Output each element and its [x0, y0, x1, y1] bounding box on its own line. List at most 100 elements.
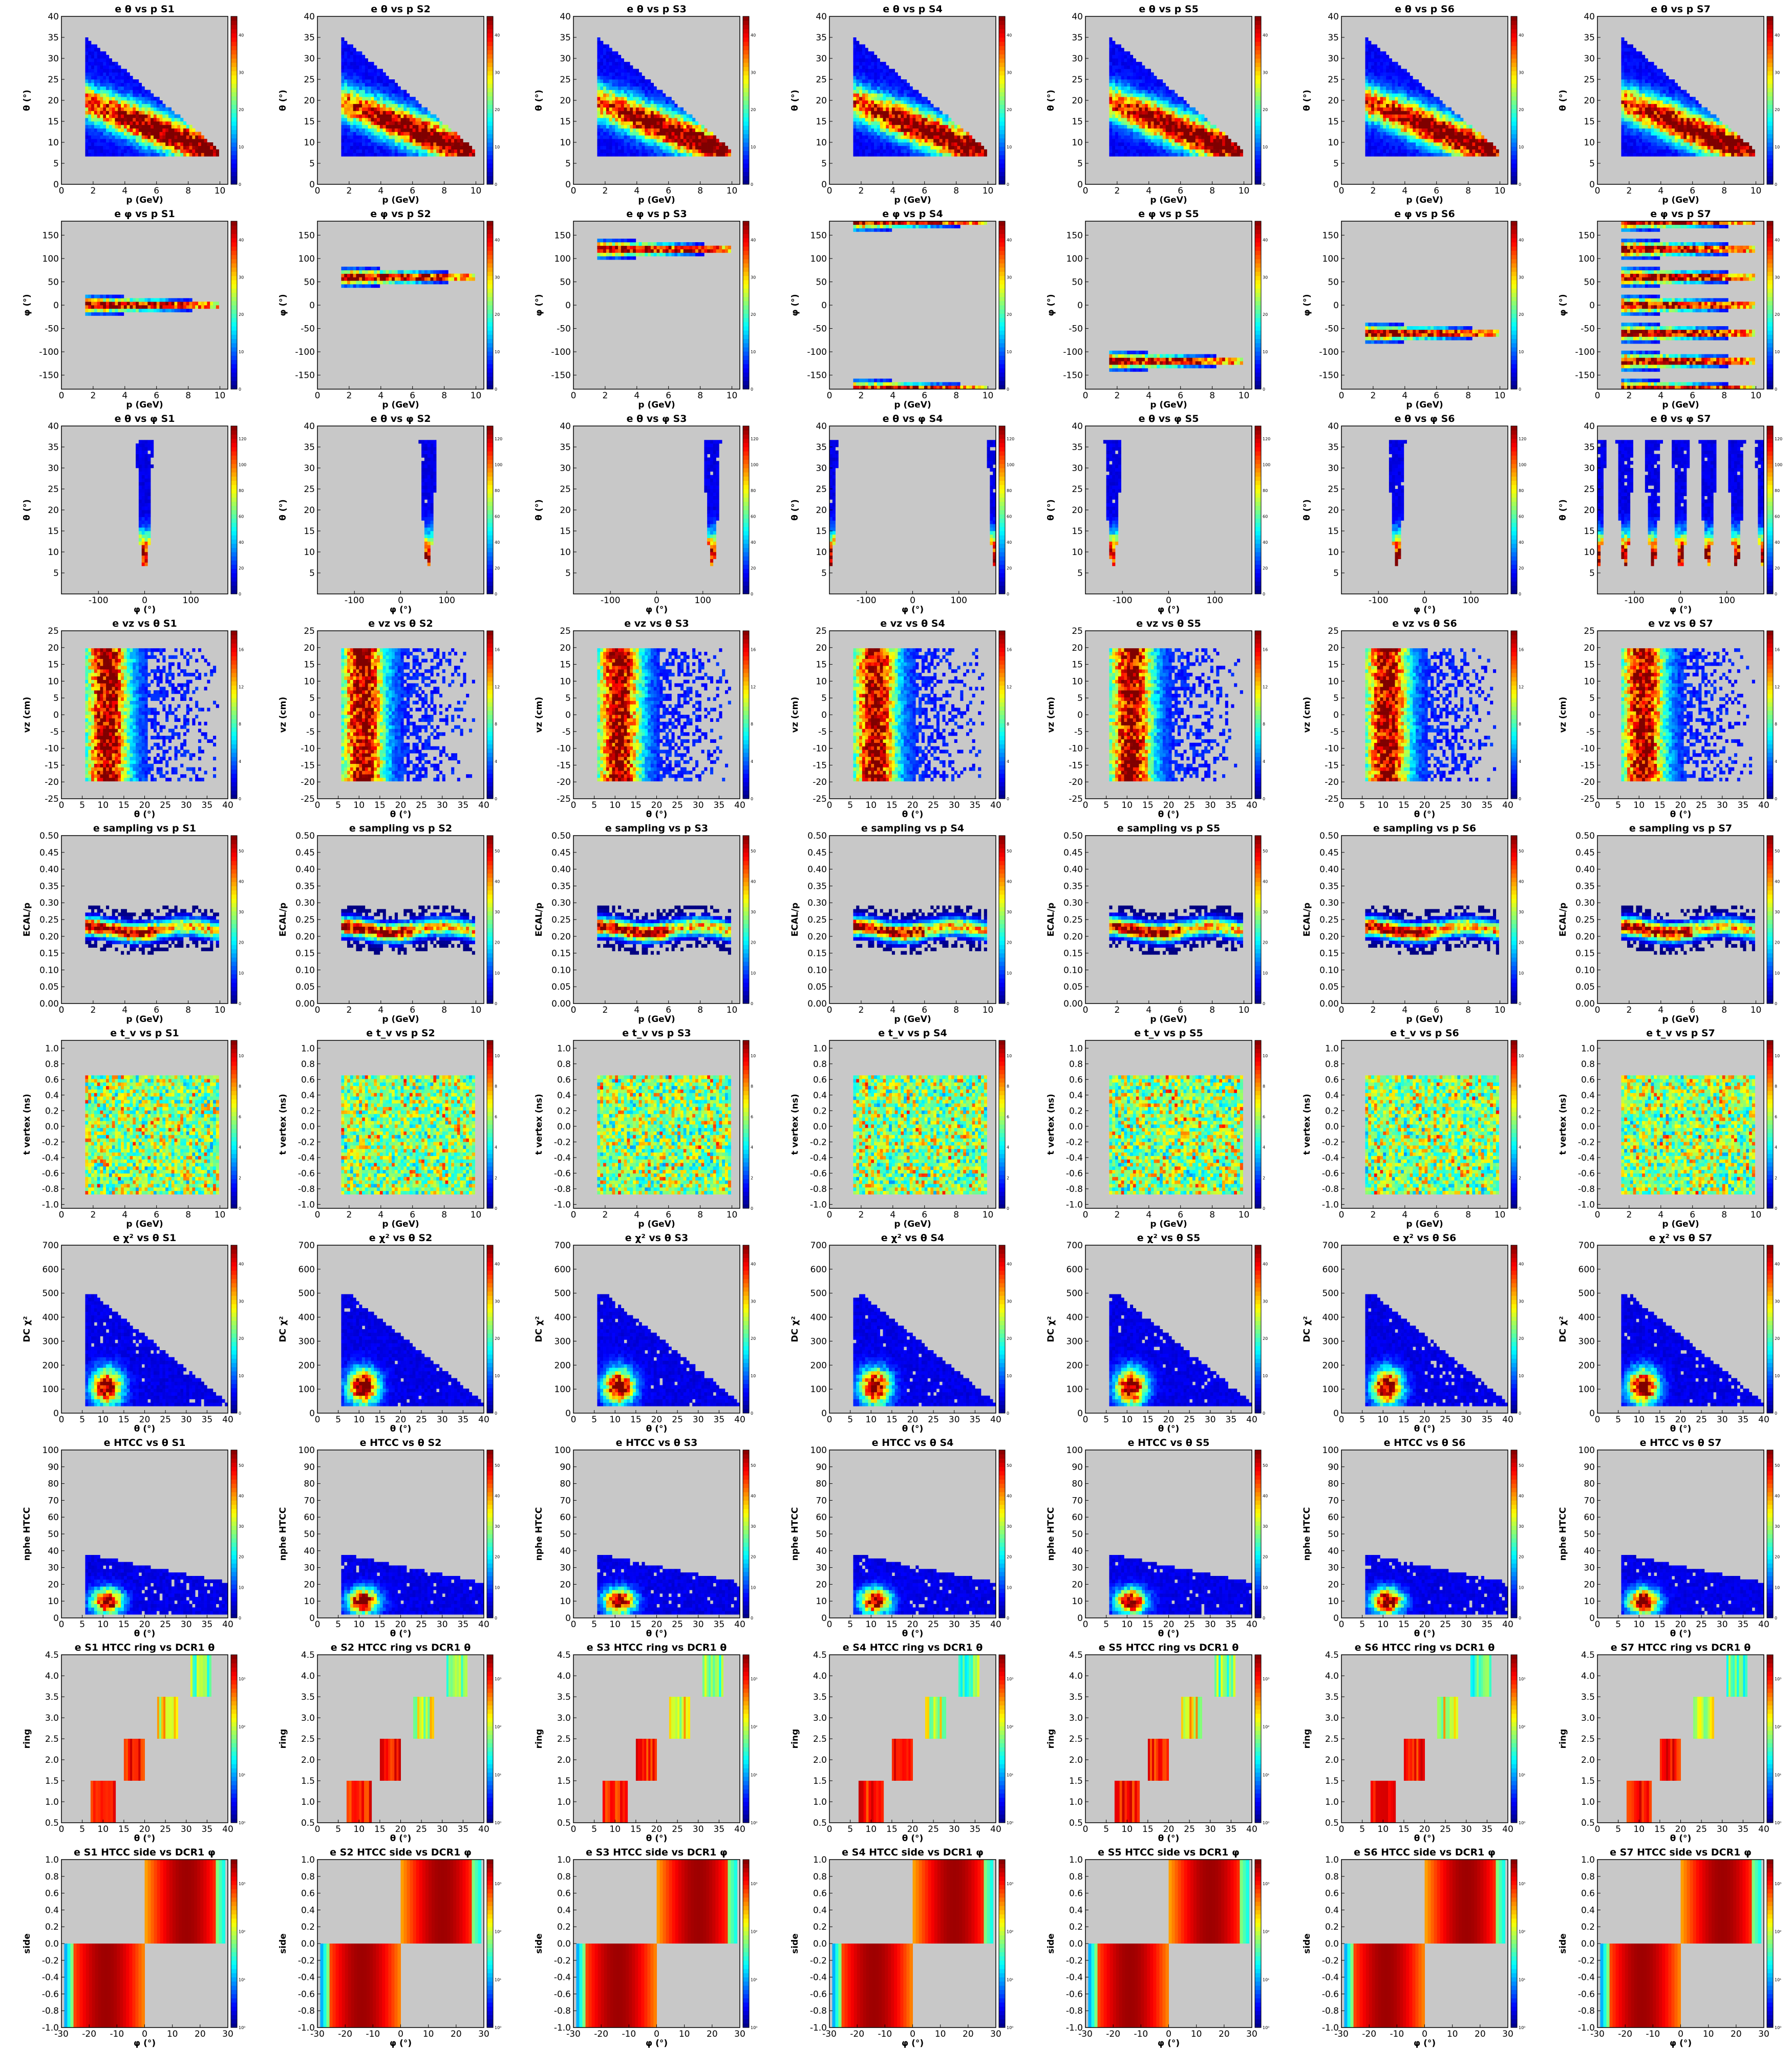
- heatmap-bin: [606, 90, 609, 94]
- heatmap-bin: [1142, 82, 1145, 87]
- heatmap-bin: [904, 132, 907, 136]
- heatmap-bin: [933, 135, 937, 139]
- heatmap-bin: [874, 65, 878, 69]
- heatmap-bin: [1386, 107, 1390, 111]
- heatmap-bin: [1175, 111, 1178, 115]
- heatmap-bin: [371, 142, 374, 146]
- heatmap-bin: [356, 128, 359, 132]
- heatmap-bin: [615, 111, 618, 115]
- heatmap-bin: [1130, 124, 1134, 129]
- heatmap-bin: [397, 124, 401, 129]
- heatmap-bin: [147, 90, 151, 94]
- heatmap-bin: [674, 114, 678, 118]
- heatmap-bin: [978, 153, 982, 157]
- heatmap-bin: [100, 86, 103, 90]
- heatmap-bin: [603, 44, 607, 48]
- heatmap-bin: [630, 128, 633, 132]
- colorbar-segment: [487, 83, 493, 88]
- heatmap-bin: [427, 121, 431, 125]
- heatmap-bin: [1201, 145, 1205, 150]
- heatmap-bin: [1124, 69, 1127, 73]
- heatmap-bin: [915, 124, 919, 129]
- heatmap-bin: [195, 135, 199, 139]
- panel-title: e θ vs p S1: [115, 4, 175, 15]
- heatmap-bin: [683, 118, 687, 122]
- heatmap-bin: [1371, 132, 1375, 136]
- heatmap-bin: [195, 132, 199, 136]
- heatmap-bin: [341, 118, 345, 122]
- heatmap-bin: [945, 139, 949, 143]
- heatmap-bin: [1130, 58, 1134, 62]
- heatmap-bin: [100, 153, 103, 157]
- heatmap-bin: [1406, 139, 1410, 143]
- heatmap-bin: [635, 153, 639, 157]
- heatmap-bin: [1121, 79, 1124, 83]
- heatmap-bin: [1150, 86, 1154, 90]
- heatmap-bin: [1147, 139, 1151, 143]
- heatmap-bin: [341, 97, 345, 101]
- heatmap-bin: [1389, 135, 1392, 139]
- heatmap-bin: [939, 132, 943, 136]
- heatmap-bin: [1198, 114, 1202, 118]
- heatmap-bin: [359, 76, 362, 80]
- heatmap-bin: [126, 79, 130, 83]
- heatmap-bin: [1219, 142, 1223, 146]
- heatmap-bin: [1392, 114, 1395, 118]
- heatmap-bin: [674, 121, 678, 125]
- heatmap-bin: [350, 142, 353, 146]
- heatmap-bin: [627, 114, 630, 118]
- heatmap-bin: [379, 121, 383, 125]
- heatmap-bin: [1180, 114, 1184, 118]
- heatmap-bin: [674, 139, 678, 143]
- heatmap-bin: [130, 82, 133, 87]
- panel-title: e θ vs p S3: [627, 4, 687, 15]
- heatmap-bin: [710, 145, 714, 150]
- heatmap-bin: [1406, 82, 1410, 87]
- heatmap-bin: [856, 135, 860, 139]
- heatmap-bin: [859, 65, 863, 69]
- heatmap-bin: [133, 128, 136, 132]
- heatmap-bin: [695, 153, 699, 157]
- heatmap-bin: [630, 69, 633, 73]
- heatmap-bin: [1168, 128, 1172, 132]
- heatmap-bin: [379, 69, 383, 73]
- heatmap-bin: [1118, 76, 1121, 80]
- heatmap-bin: [612, 128, 615, 132]
- heatmap-bin: [88, 100, 92, 104]
- heatmap-bin: [1145, 69, 1148, 73]
- heatmap-bin: [365, 153, 368, 157]
- heatmap-bin: [403, 149, 407, 153]
- heatmap-bin: [400, 145, 404, 150]
- heatmap-bin: [1192, 114, 1196, 118]
- heatmap-bin: [915, 149, 919, 153]
- heatmap-bin: [612, 135, 615, 139]
- colorbar-segment: [743, 113, 749, 118]
- heatmap-bin: [177, 114, 181, 118]
- heatmap-bin: [856, 149, 860, 153]
- heatmap-bin: [1171, 145, 1175, 150]
- heatmap-bin: [868, 97, 871, 101]
- heatmap-bin: [630, 149, 633, 153]
- heatmap-bin: [692, 135, 696, 139]
- heatmap-bin: [377, 111, 380, 115]
- heatmap-bin: [1157, 93, 1160, 97]
- heatmap-bin: [621, 82, 624, 87]
- heatmap-bin: [1118, 153, 1121, 157]
- heatmap-bin: [692, 128, 696, 132]
- heatmap-bin: [894, 121, 898, 125]
- heatmap-bin: [130, 142, 133, 146]
- heatmap-bin: [389, 128, 392, 132]
- heatmap-bin: [1160, 86, 1163, 90]
- heatmap-bin: [138, 145, 142, 150]
- heatmap-bin: [121, 132, 124, 136]
- heatmap-bin: [371, 107, 374, 111]
- heatmap-bin: [603, 142, 607, 146]
- heatmap-bin: [362, 153, 366, 157]
- heatmap-bin: [906, 82, 910, 87]
- heatmap-bin: [433, 135, 437, 139]
- heatmap-bin: [1368, 82, 1372, 87]
- heatmap-bin: [1168, 139, 1172, 143]
- heatmap-bin: [1365, 139, 1369, 143]
- heatmap-bin: [103, 111, 106, 115]
- heatmap-bin: [1171, 128, 1175, 132]
